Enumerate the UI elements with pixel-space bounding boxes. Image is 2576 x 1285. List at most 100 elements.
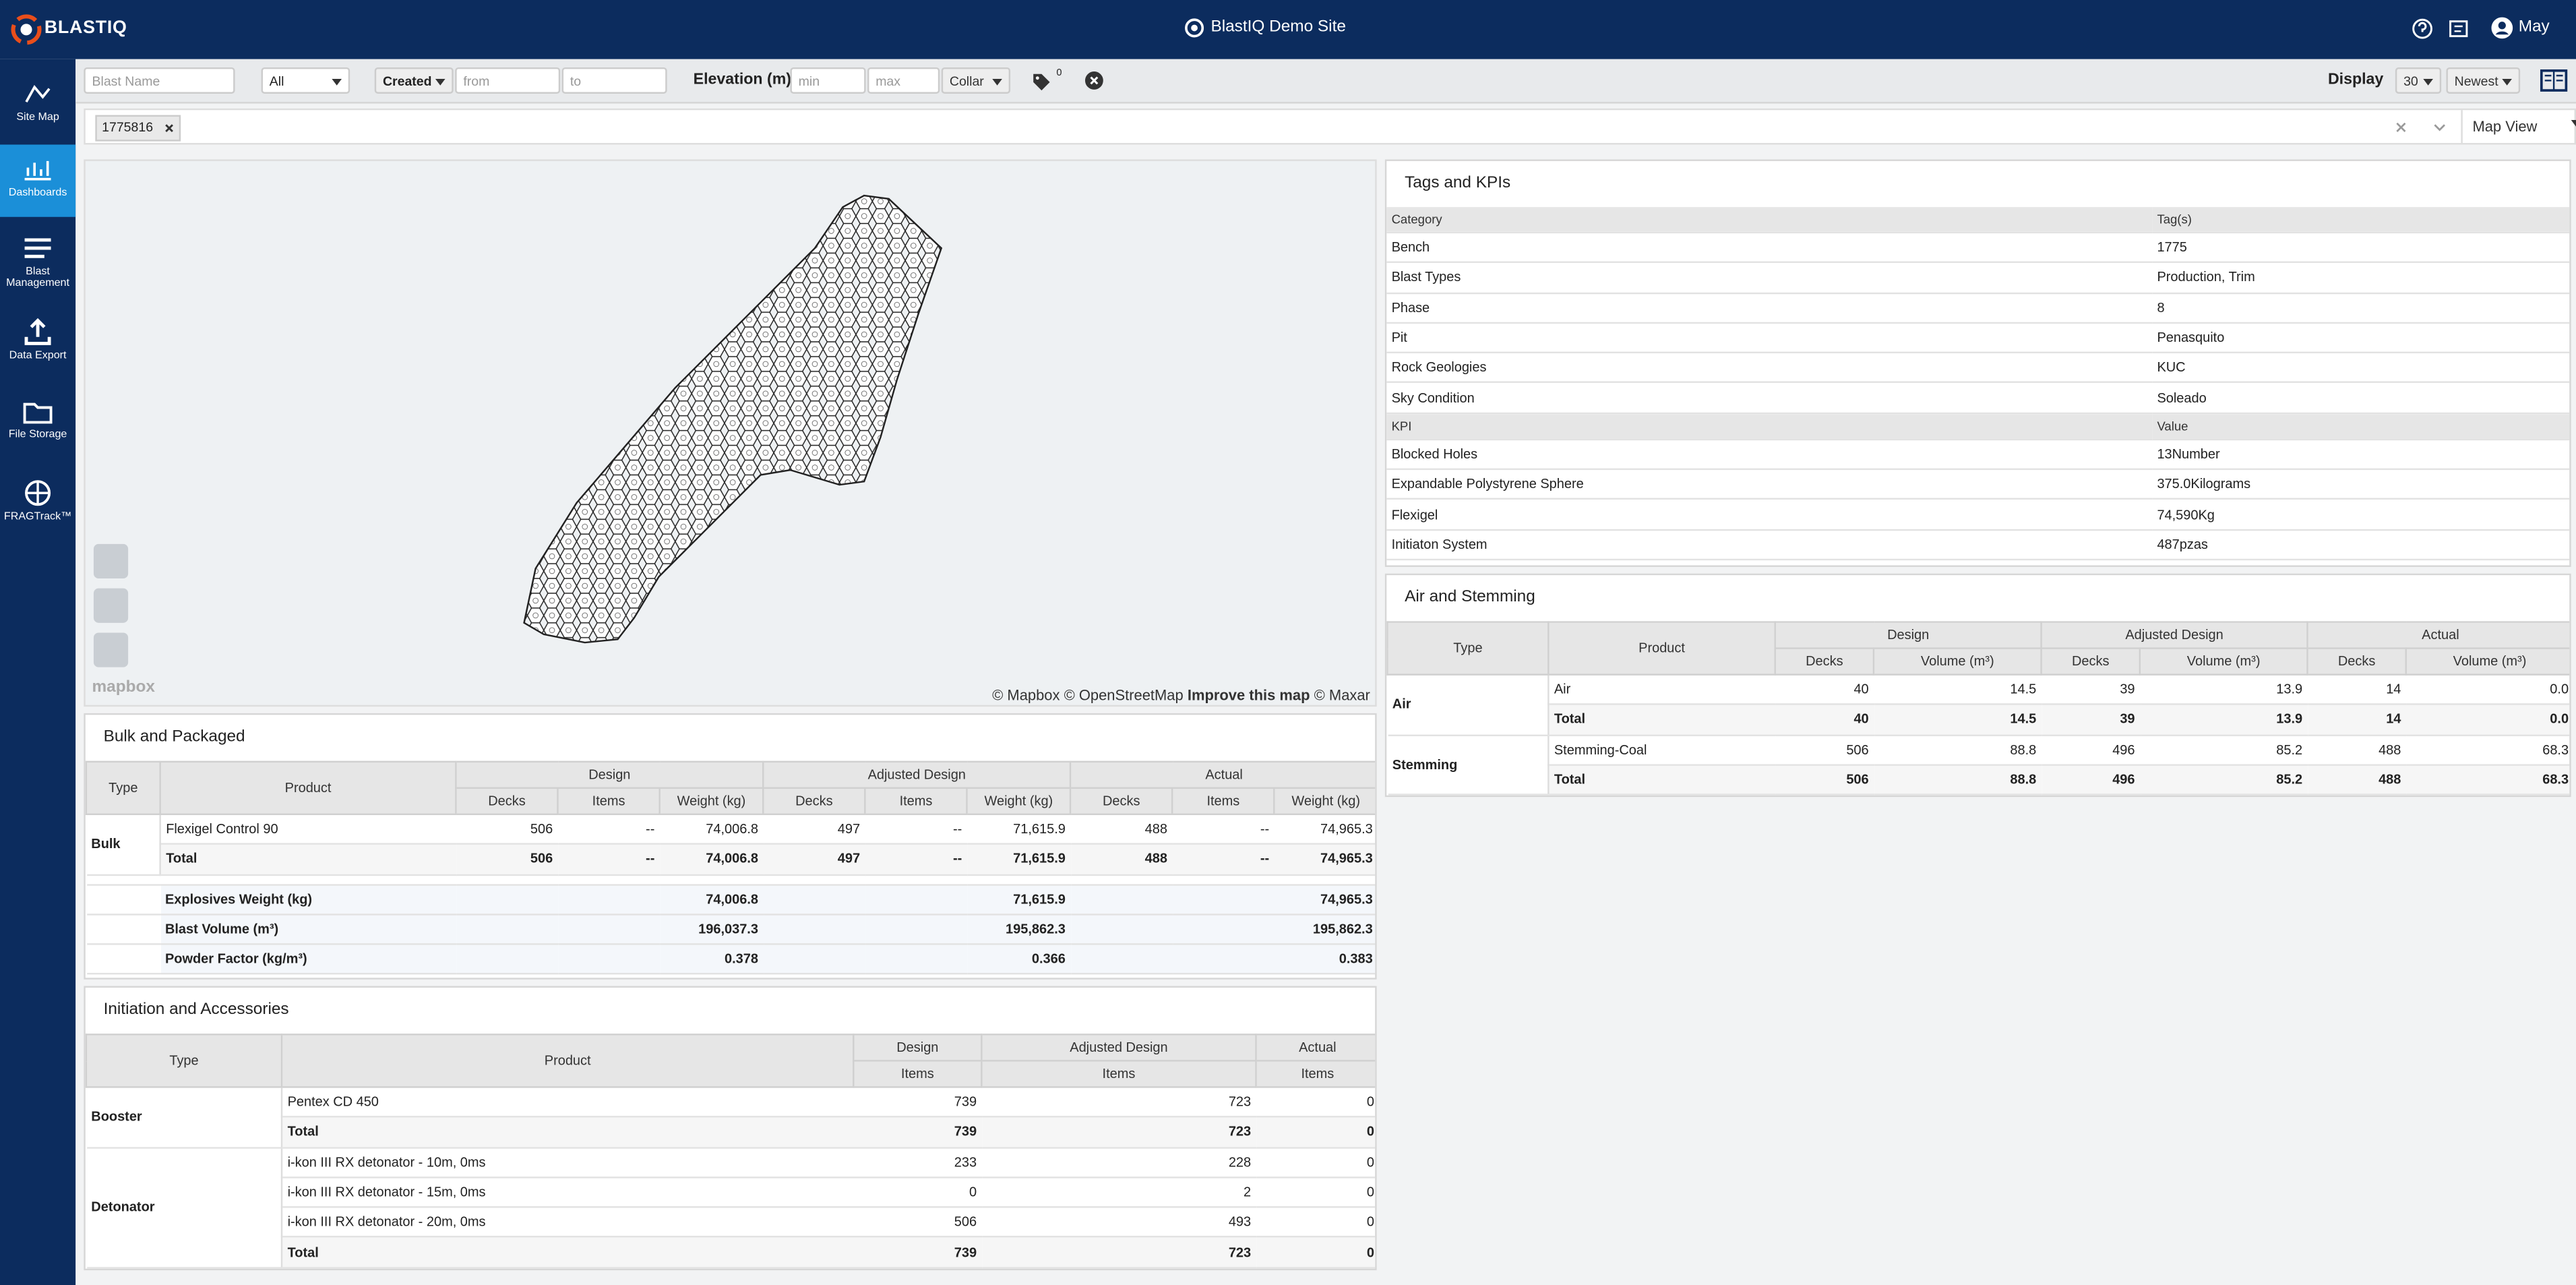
blast-chip[interactable]: 1775816 [95, 115, 181, 142]
header-row: Decks Items Weight (kg) Decks Items Weight (k… [86, 787, 1376, 815]
cell-value: 723 [981, 1237, 1256, 1269]
sub-header: Weight (kg) [966, 787, 1072, 815]
max-input[interactable]: max [867, 67, 940, 94]
cell-value: 85.2 [2139, 765, 2308, 796]
tag-category: Initiaton System [1386, 529, 2153, 561]
data-row: Blast Types Production, Trim [1386, 262, 2570, 294]
cell-value: -- [557, 844, 660, 876]
chip-remove[interactable] [164, 123, 175, 133]
to-input[interactable]: to [561, 67, 667, 94]
nav-item[interactable]: Dashboards [0, 144, 76, 217]
tag-icon[interactable] [1032, 72, 1051, 92]
header-row: KPI Value [1386, 413, 2570, 440]
product: Total [1548, 765, 1775, 796]
display-label: Display [2327, 70, 2384, 89]
improve-map[interactable]: Improve this map [1187, 686, 1310, 704]
min-input[interactable]: min [790, 67, 866, 94]
panel-title: Tags and KPIs [1405, 174, 1511, 193]
sub-header: Weight (kg) [1273, 787, 1376, 815]
notes-icon[interactable] [2448, 18, 2470, 40]
summary-row: Blast Volume (m³) 196,037.3 195,862.3 195,8… [86, 914, 1376, 946]
tag-value: 375.0Kilograms [2152, 469, 2570, 500]
tag-value: KUC [2152, 353, 2570, 384]
cell-value: -- [1172, 844, 1275, 876]
nav-item[interactable]: Blast Management [0, 224, 75, 296]
clear-filters[interactable] [1084, 71, 1104, 90]
cell-value: 0 [1256, 1087, 1376, 1118]
imagery-credit[interactable]: © Maxar [1314, 686, 1370, 704]
data-row: Stemming Stemming-Coal 506 88.8 496 85.2 488 68… [1387, 734, 2570, 796]
cell-value: 40 [1775, 705, 1874, 736]
nav-item[interactable]: File Storage [0, 386, 75, 458]
tag-category: Sky Condition [1386, 382, 2153, 414]
from-input[interactable]: from [455, 67, 561, 94]
blank [456, 944, 558, 976]
summary-value: 0.366 [967, 944, 1071, 976]
sub-header: Decks [1069, 787, 1173, 815]
sub-header: Weight (kg) [658, 787, 764, 815]
column-header: Value [2152, 413, 2570, 440]
product: Pentex CD 450 [282, 1087, 854, 1118]
nav-item[interactable]: FRAGTrack™ [0, 469, 75, 541]
data-row: i-kon III RX detonator - 15m, 0ms 0 2 0 [86, 1177, 1376, 1209]
sub-header: Items [853, 1060, 983, 1088]
table-body: Air Air 40 14.5 39 13.9 14 0.0 Total 40 14.5 39 13.9… [1387, 674, 2570, 796]
selection-dropdown[interactable] [2433, 123, 2447, 133]
tag-count: 0 [1056, 69, 1062, 79]
layers-button[interactable] [93, 588, 129, 623]
filter-bar: Blast Name All Created from to Elevation… [75, 59, 2576, 104]
sort-select[interactable]: Newest [2446, 67, 2521, 94]
date-field-select[interactable]: Created [374, 67, 454, 94]
elevation-ref-select[interactable]: Collar [941, 67, 1011, 94]
tag-category: Blocked Holes [1386, 439, 2153, 471]
nav-item[interactable]: Site Map [0, 69, 75, 141]
layout-toggle[interactable] [2540, 69, 2568, 92]
nav-label: Blast Management [6, 266, 69, 289]
air-panel: Air and Stemming Type Product Design Adjuste… [1384, 573, 2571, 798]
view-select[interactable]: Map View [2461, 110, 2576, 144]
map[interactable]: mapbox © Mapbox © OpenStreetMap Improve … [84, 159, 1377, 707]
cell-value: 74,965.3 [1274, 814, 1376, 845]
attribution-text[interactable]: © Mapbox © OpenStreetMap [992, 686, 1184, 704]
blank [557, 914, 660, 946]
blank [865, 914, 967, 946]
blank [1070, 884, 1173, 916]
page-size-select[interactable]: 30 [2395, 67, 2442, 94]
summary-value: 74,965.3 [1274, 884, 1376, 916]
visibility-button[interactable] [93, 632, 129, 667]
blast-name-input[interactable]: Blast Name [84, 67, 235, 94]
cell-value: 739 [853, 1117, 982, 1148]
cell-value: 0 [1256, 1207, 1376, 1238]
group-header: Design [455, 760, 764, 789]
summary-value: 196,037.3 [659, 914, 764, 946]
tag-value: Penasquito [2152, 322, 2570, 354]
site-name[interactable]: BlastIQ Demo Site [1210, 18, 1346, 36]
cell-value: 496 [2041, 765, 2140, 796]
nav-icon [24, 160, 51, 181]
user-name[interactable]: May [2518, 18, 2550, 36]
cell-value: 0 [1256, 1177, 1376, 1209]
nav-item[interactable]: Data Export [0, 307, 75, 380]
group-header: Design [1774, 621, 2042, 649]
sub-header: Decks [762, 787, 866, 815]
data-row: Booster Pentex CD 450 739 723 0 [86, 1087, 1376, 1148]
blast-type-select[interactable]: All [261, 67, 350, 94]
tag-value: Soleado [2152, 382, 2570, 414]
help-icon[interactable] [2412, 18, 2433, 40]
data-row: Rock Geologies KUC [1386, 353, 2570, 384]
mapbox-logo[interactable]: mapbox [92, 678, 155, 697]
blank [456, 914, 558, 946]
clear-selection[interactable] [2395, 121, 2407, 133]
group-header: Adjusted Design [2040, 621, 2308, 649]
cell-value: 14.5 [1873, 674, 2042, 706]
user-icon[interactable] [2490, 16, 2513, 39]
table-head: Type Product Design Adjusted Design Actual De… [85, 760, 1376, 815]
group-header: Adjusted Design [981, 1034, 1257, 1062]
logo[interactable]: BLASTIQ [44, 18, 127, 38]
product: Flexigel Control 90 [160, 814, 456, 845]
blank [763, 884, 865, 916]
sub-header: Items [864, 787, 968, 815]
measure-button[interactable] [93, 543, 129, 578]
cell-value: 488 [1070, 814, 1173, 845]
